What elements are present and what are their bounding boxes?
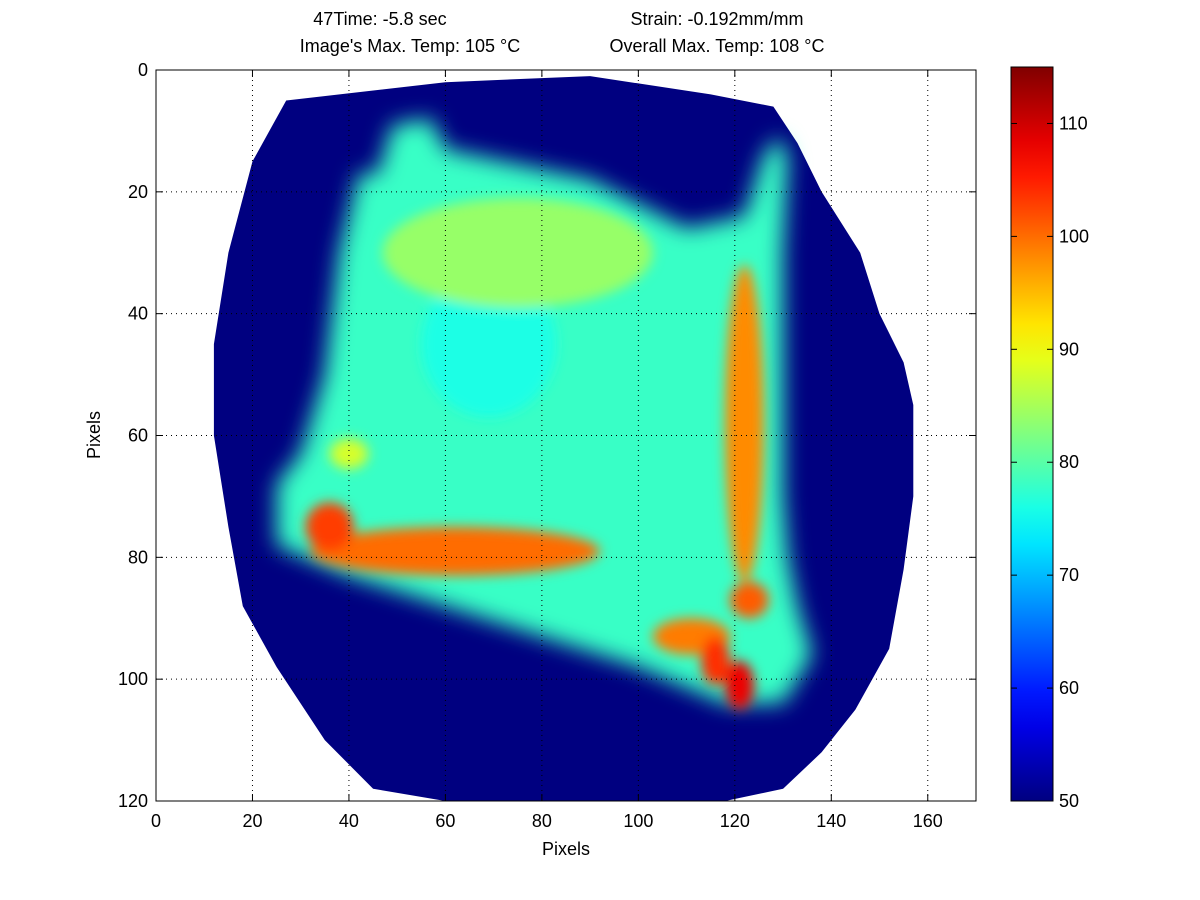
hot-spot-3	[725, 264, 764, 582]
colorbar-tick-label: 60	[1059, 678, 1079, 698]
colorbar-scale	[1010, 66, 1054, 802]
y-tick-label: 100	[118, 669, 148, 689]
x-tick-label: 60	[435, 811, 455, 831]
y-tick-label: 20	[128, 182, 148, 202]
hot-spots	[305, 197, 769, 710]
y-tick-label: 60	[128, 426, 148, 446]
x-tick-label: 100	[623, 811, 653, 831]
hot-spot-8	[701, 636, 730, 686]
grid-lines	[156, 70, 976, 801]
title-strain: Strain: -0.192mm/mm	[630, 9, 803, 29]
colorbar-tick-label: 80	[1059, 452, 1079, 472]
x-tick-label: 40	[339, 811, 359, 831]
hot-spot-10	[329, 438, 369, 470]
heatmap-layer	[213, 76, 914, 801]
title-overall-max-temp: Overall Max. Temp: 108 °C	[610, 36, 825, 56]
chart-title: 47Time: -5.8 sec Strain: -0.192mm/mm Ima…	[300, 9, 825, 56]
x-tick-label: 140	[816, 811, 846, 831]
hot-spot-9	[730, 581, 769, 619]
x-axis-ticks: 0 20 40 60 80 100 120 140 160	[151, 70, 943, 831]
x-tick-label: 120	[720, 811, 750, 831]
y-tick-label: 80	[128, 547, 148, 567]
hot-spot-5	[305, 502, 354, 552]
hot-spot-2	[382, 197, 653, 308]
hot-spot-1	[421, 271, 557, 418]
plot-area: 0 20 40 60 80 100 120 140 160 0 20 40 60 80 100 120	[118, 60, 977, 831]
x-tick-label: 20	[242, 811, 262, 831]
y-tick-label: 120	[118, 791, 148, 811]
colorbar-tick-label: 90	[1059, 339, 1079, 359]
colorbar-tick-label: 100	[1059, 226, 1089, 246]
colorbar: 50 60 70 80 90 100 110	[1010, 66, 1089, 811]
colorbar-tick-label: 70	[1059, 565, 1079, 585]
y-axis-label: Pixels	[84, 411, 104, 459]
colorbar-tick-label: 50	[1059, 791, 1079, 811]
x-tick-label: 80	[532, 811, 552, 831]
x-tick-label: 0	[151, 811, 161, 831]
title-time: 47Time: -5.8 sec	[313, 9, 446, 29]
y-tick-label: 0	[138, 60, 148, 80]
hot-spot-4	[310, 526, 600, 576]
title-image-max-temp: Image's Max. Temp: 105 °C	[300, 36, 520, 56]
colorbar-ticks: 50 60 70 80 90 100 110	[1011, 113, 1089, 811]
y-tick-label: 40	[128, 304, 148, 324]
hot-spot-7	[725, 660, 755, 710]
colorbar-tick-label: 110	[1059, 113, 1088, 133]
x-tick-label: 160	[913, 811, 943, 831]
y-axis-ticks: 0 20 40 60 80 100 120	[118, 60, 976, 811]
x-axis-label: Pixels	[542, 839, 590, 859]
